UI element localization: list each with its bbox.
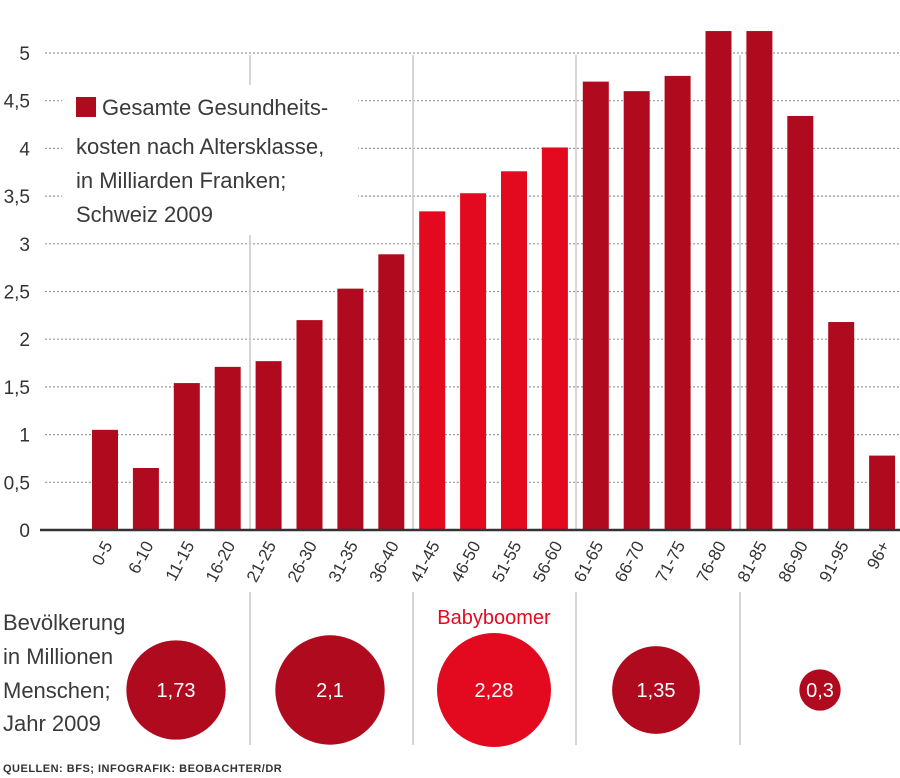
population-value: 2,28 bbox=[475, 680, 514, 702]
x-tick-label: 6-10 bbox=[125, 538, 158, 577]
bar-96+ bbox=[869, 455, 896, 530]
x-tick-label: 36-40 bbox=[366, 538, 403, 585]
x-tick-label: 71-75 bbox=[652, 538, 689, 585]
bar-41-45 bbox=[419, 211, 446, 530]
x-tick-label: 51-55 bbox=[488, 538, 525, 585]
bar-56-60 bbox=[541, 147, 568, 531]
population-bubble-21-40 bbox=[275, 635, 385, 745]
bar-16-20 bbox=[214, 366, 241, 530]
x-tick-label: 11-15 bbox=[162, 538, 199, 584]
population-value: 0,3 bbox=[806, 680, 834, 702]
legend: Gesamte Gesundheits- kosten nach Altersk… bbox=[76, 95, 328, 227]
bar-81-85 bbox=[746, 31, 773, 530]
legend-line-4: Schweiz 2009 bbox=[76, 202, 213, 227]
x-tick-label: 61-65 bbox=[570, 538, 607, 585]
population-bubble-0-20 bbox=[126, 640, 226, 740]
x-tick-label: 66-70 bbox=[611, 538, 648, 585]
y-tick-label: 4 bbox=[19, 139, 30, 160]
y-tick-label: 3 bbox=[19, 235, 30, 256]
x-tick-label: 21-25 bbox=[243, 538, 280, 585]
bar-6-10 bbox=[132, 467, 159, 530]
x-tick-label: 0-5 bbox=[88, 538, 116, 569]
population-label-line-2: in Millionen bbox=[3, 644, 113, 669]
y-tick-label: 0 bbox=[19, 521, 30, 542]
x-tick-label: 31-35 bbox=[325, 538, 362, 585]
bar-11-15 bbox=[173, 383, 200, 530]
bar-26-30 bbox=[296, 320, 323, 530]
bar-71-75 bbox=[664, 75, 691, 531]
population-label-line-1: Bevölkerung bbox=[3, 610, 125, 635]
y-tick-label: 5 bbox=[19, 44, 30, 65]
legend-swatch bbox=[76, 97, 96, 117]
bar-66-70 bbox=[623, 91, 650, 530]
x-tick-label: 91-95 bbox=[816, 538, 853, 585]
legend-line-3: in Milliarden Franken; bbox=[76, 168, 286, 193]
y-tick-label: 1,5 bbox=[4, 378, 30, 399]
x-tick-label: 96+ bbox=[863, 538, 893, 572]
y-tick-label: 4,5 bbox=[4, 92, 30, 113]
population-value: 1,35 bbox=[637, 680, 676, 702]
x-tick-label: 41-45 bbox=[407, 538, 444, 585]
source-note: QUELLEN: BFS; INFOGRAFIK: BEOBACHTER/DR bbox=[3, 763, 282, 775]
y-tick-label: 3,5 bbox=[4, 187, 30, 208]
population-label: Bevölkerung in Millionen Menschen; Jahr … bbox=[3, 610, 125, 736]
y-tick-label: 2,5 bbox=[4, 283, 30, 304]
population-label-line-3: Menschen; bbox=[3, 678, 111, 703]
population-bubble-41-60 bbox=[437, 633, 551, 747]
population-value: 2,1 bbox=[316, 680, 344, 702]
bar-76-80 bbox=[705, 31, 732, 530]
bar-21-25 bbox=[255, 361, 282, 530]
bar-31-35 bbox=[337, 288, 364, 530]
bar-36-40 bbox=[378, 254, 405, 530]
population-label-line-4: Jahr 2009 bbox=[3, 711, 101, 736]
x-tick-label: 16-20 bbox=[202, 538, 239, 585]
x-tick-label: 86-90 bbox=[775, 538, 812, 585]
bar-61-65 bbox=[582, 81, 609, 531]
y-tick-label: 1 bbox=[19, 426, 30, 447]
bar-0-5 bbox=[92, 429, 118, 530]
x-tick-label: 46-50 bbox=[447, 538, 484, 585]
bar-46-50 bbox=[460, 193, 487, 530]
y-tick-label: 2 bbox=[19, 330, 30, 351]
population-value: 1,73 bbox=[157, 680, 196, 702]
legend-background bbox=[62, 85, 358, 235]
x-tick-label: 81-85 bbox=[734, 538, 771, 585]
x-tick-label: 56-60 bbox=[529, 538, 566, 585]
legend-line-2: kosten nach Altersklasse, bbox=[76, 134, 324, 159]
y-tick-label: 0,5 bbox=[4, 473, 30, 494]
bar-91-95 bbox=[828, 322, 855, 530]
x-tick-label: 76-80 bbox=[693, 538, 730, 585]
x-tick-label: 26-30 bbox=[284, 538, 321, 585]
population-bubble-61-80 bbox=[612, 646, 700, 734]
population-bubble-81+ bbox=[799, 669, 841, 711]
legend-line-1: Gesamte Gesundheits- bbox=[102, 95, 328, 120]
babyboomer-annotation: Babyboomer bbox=[437, 607, 551, 629]
bar-51-55 bbox=[501, 171, 527, 530]
bar-86-90 bbox=[787, 115, 814, 531]
